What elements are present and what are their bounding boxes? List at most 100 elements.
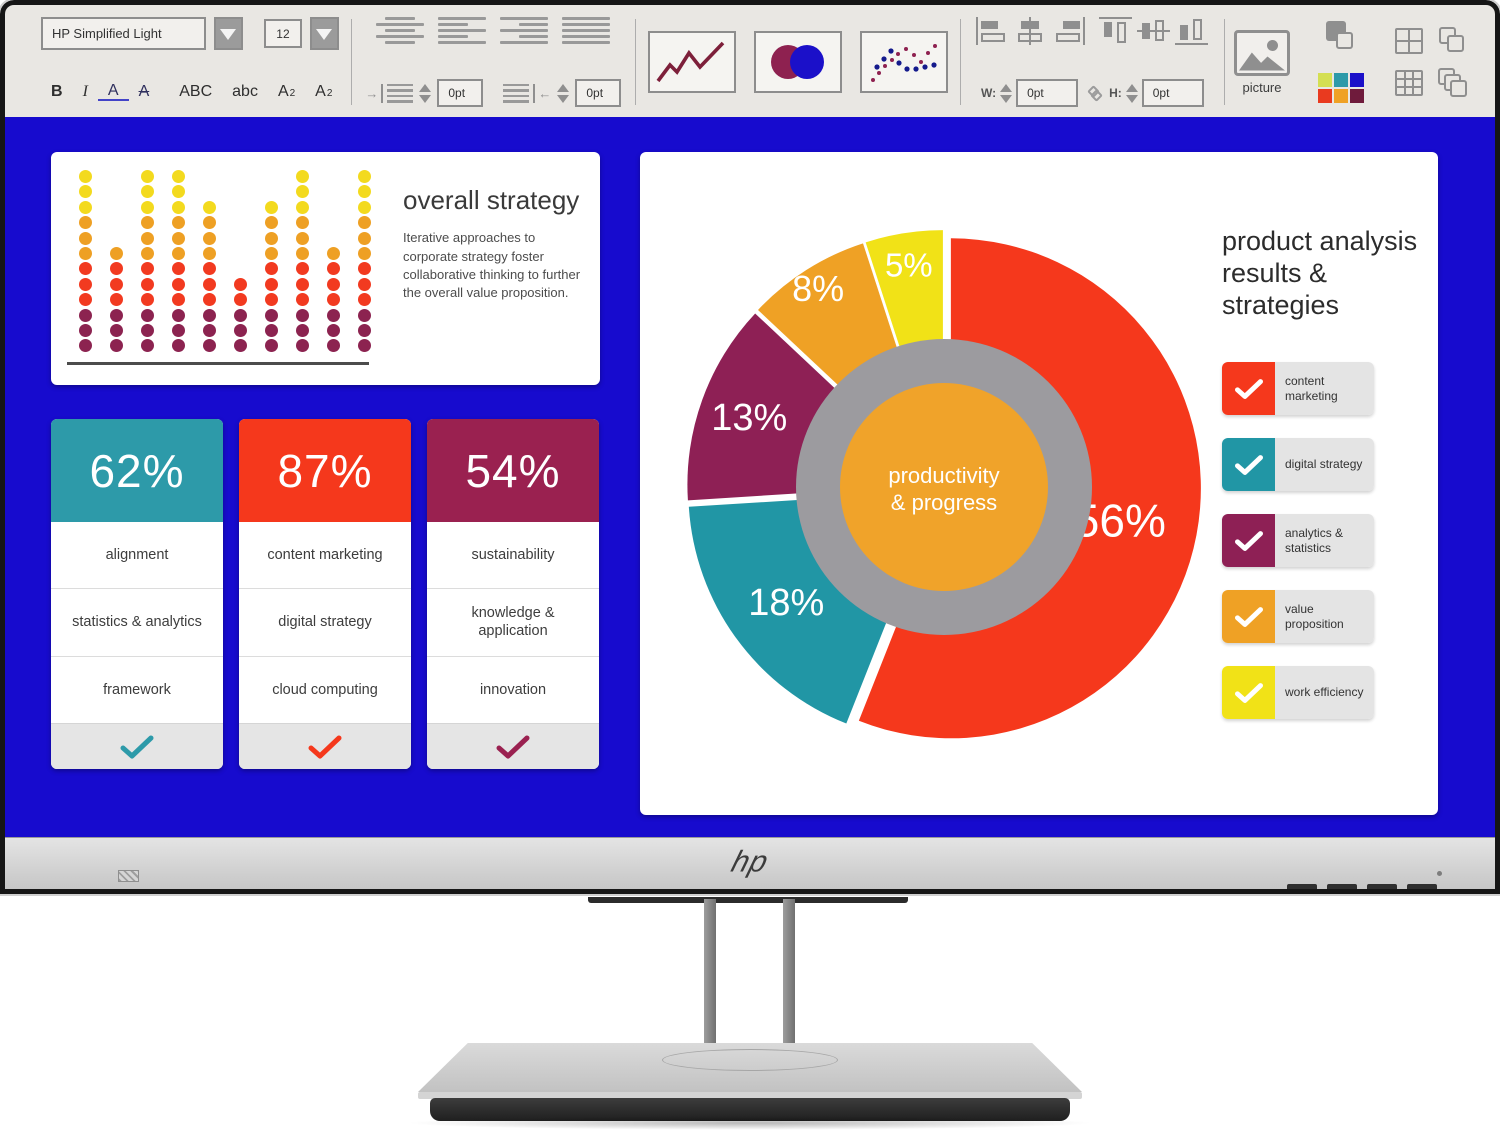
align-left-icon[interactable]	[438, 17, 487, 44]
width-input[interactable]: 0pt	[1016, 79, 1079, 107]
height-stepper[interactable]	[1125, 83, 1138, 103]
indent-after-stepper[interactable]	[557, 83, 570, 103]
font-family-dropdown-button[interactable]	[213, 17, 243, 50]
chart-dot	[172, 170, 185, 183]
stand-base-ring	[662, 1049, 838, 1071]
indent-before-input[interactable]: 0pt	[437, 79, 484, 107]
product-analysis-card[interactable]: 56% 18% 13% 8% 5% productivity & progress prod…	[640, 152, 1438, 815]
insert-venn-chart-button[interactable]	[753, 31, 842, 93]
font-family-select[interactable]: HP Simplified Light	[41, 17, 206, 50]
stat-item: sustainability	[471, 547, 555, 564]
indent-after-icon[interactable]: ←	[503, 83, 551, 103]
stat-item: statistics & analytics	[51, 588, 223, 655]
font-size-select[interactable]: 12	[264, 19, 302, 48]
chart-dot	[234, 339, 247, 353]
stat-item: knowledge & application	[427, 588, 599, 655]
chart-dot	[296, 293, 309, 307]
align-justify-icon[interactable]	[562, 17, 611, 44]
height-input[interactable]: 0pt	[1141, 79, 1204, 107]
chart-dot	[327, 324, 340, 337]
stat-card[interactable]: 62% alignment statistics & analytics framew…	[51, 419, 223, 769]
width-label: W:	[980, 86, 997, 100]
osd-button[interactable]	[1367, 884, 1397, 889]
chart-dot	[172, 277, 185, 291]
indent-after-input[interactable]: 0pt	[575, 79, 622, 107]
donut-center	[840, 383, 1048, 591]
grid-2x2-icon[interactable]	[1394, 28, 1423, 54]
chart-dot	[141, 216, 154, 230]
chart-dot	[141, 339, 154, 353]
underline-button[interactable]: A	[97, 83, 129, 101]
italic-button[interactable]: I	[82, 83, 88, 100]
chart-dot	[203, 247, 216, 260]
insert-picture-button[interactable]: picture	[1233, 29, 1290, 95]
object-align-left-icon[interactable]	[976, 17, 1009, 45]
chart-dot	[265, 247, 278, 260]
overall-strategy-card[interactable]: overall strategy Iterative approaches to…	[51, 152, 600, 385]
check-icon	[496, 735, 530, 758]
chart-dot	[358, 262, 371, 276]
lowercase-button[interactable]: abc	[232, 83, 258, 100]
stand-base-bottom	[430, 1098, 1070, 1121]
object-align-center-icon[interactable]	[1014, 17, 1047, 45]
chart-dot	[358, 247, 371, 260]
object-align-bottom-icon[interactable]	[1175, 17, 1209, 45]
chart-dot	[141, 293, 154, 307]
picture-icon	[1233, 29, 1290, 76]
regulatory-sticker	[118, 870, 139, 882]
check-icon	[1234, 606, 1263, 627]
uppercase-button[interactable]: ABC	[179, 83, 213, 100]
stat-card[interactable]: 54% sustainability knowledge & application…	[427, 419, 599, 769]
object-align-middle-icon[interactable]	[1137, 17, 1171, 45]
chart-dot	[234, 308, 247, 322]
indent-before-icon[interactable]: →	[365, 83, 414, 103]
chart-dot	[203, 293, 216, 307]
overlap-shapes-icon[interactable]	[1324, 21, 1358, 53]
pie-slice-label: 18%	[748, 582, 824, 624]
duplicate-icon[interactable]	[1437, 26, 1469, 56]
legend-checkbox	[1222, 362, 1275, 415]
multi-duplicate-icon[interactable]	[1437, 68, 1469, 98]
align-center-icon[interactable]	[376, 17, 425, 44]
insert-scatter-chart-button[interactable]	[859, 31, 948, 93]
object-align-right-icon[interactable]	[1052, 17, 1086, 45]
chart-dot	[172, 293, 185, 307]
strikethrough-button[interactable]: A	[138, 83, 150, 100]
pie-slice-label: 13%	[711, 397, 787, 439]
stat-card[interactable]: 87% content marketing digital strategy clou…	[239, 419, 411, 769]
stand-shadow	[405, 1116, 1095, 1130]
stat-card-footer	[239, 723, 411, 769]
chart-dot	[327, 247, 340, 260]
grid-3x3-icon[interactable]	[1394, 70, 1423, 96]
width-stepper[interactable]	[1000, 83, 1013, 103]
bold-button[interactable]: B	[51, 83, 63, 100]
osd-button[interactable]	[1327, 884, 1357, 889]
font-size-dropdown-button[interactable]	[309, 17, 340, 50]
stat-value: 87%	[239, 419, 411, 522]
chart-dot	[296, 262, 309, 276]
chart-dot	[79, 277, 92, 291]
osd-button[interactable]	[1407, 884, 1437, 889]
stand-base-edge	[418, 1092, 1082, 1099]
slide-canvas[interactable]: overall strategy Iterative approaches to…	[5, 117, 1495, 837]
donut-center-label: & progress	[891, 490, 997, 515]
color-swatch-grid[interactable]	[1317, 73, 1364, 103]
object-align-top-icon[interactable]	[1099, 17, 1133, 45]
stat-item: cloud computing	[239, 655, 411, 723]
align-right-icon[interactable]	[500, 17, 549, 44]
link-dimensions-icon[interactable]	[1086, 84, 1103, 102]
chart-dot	[110, 324, 123, 337]
chart-dot	[79, 231, 92, 245]
stand-post-left	[704, 899, 716, 1051]
chart-dot	[110, 308, 123, 322]
legend-label: content marketing	[1275, 362, 1374, 415]
chart-dot	[234, 277, 247, 291]
osd-button[interactable]	[1287, 884, 1317, 889]
chart-dot	[203, 216, 216, 230]
indent-before-stepper[interactable]	[419, 83, 432, 103]
chart-dot	[296, 247, 309, 260]
chart-dot	[172, 262, 185, 276]
insert-line-chart-button[interactable]	[647, 31, 736, 93]
